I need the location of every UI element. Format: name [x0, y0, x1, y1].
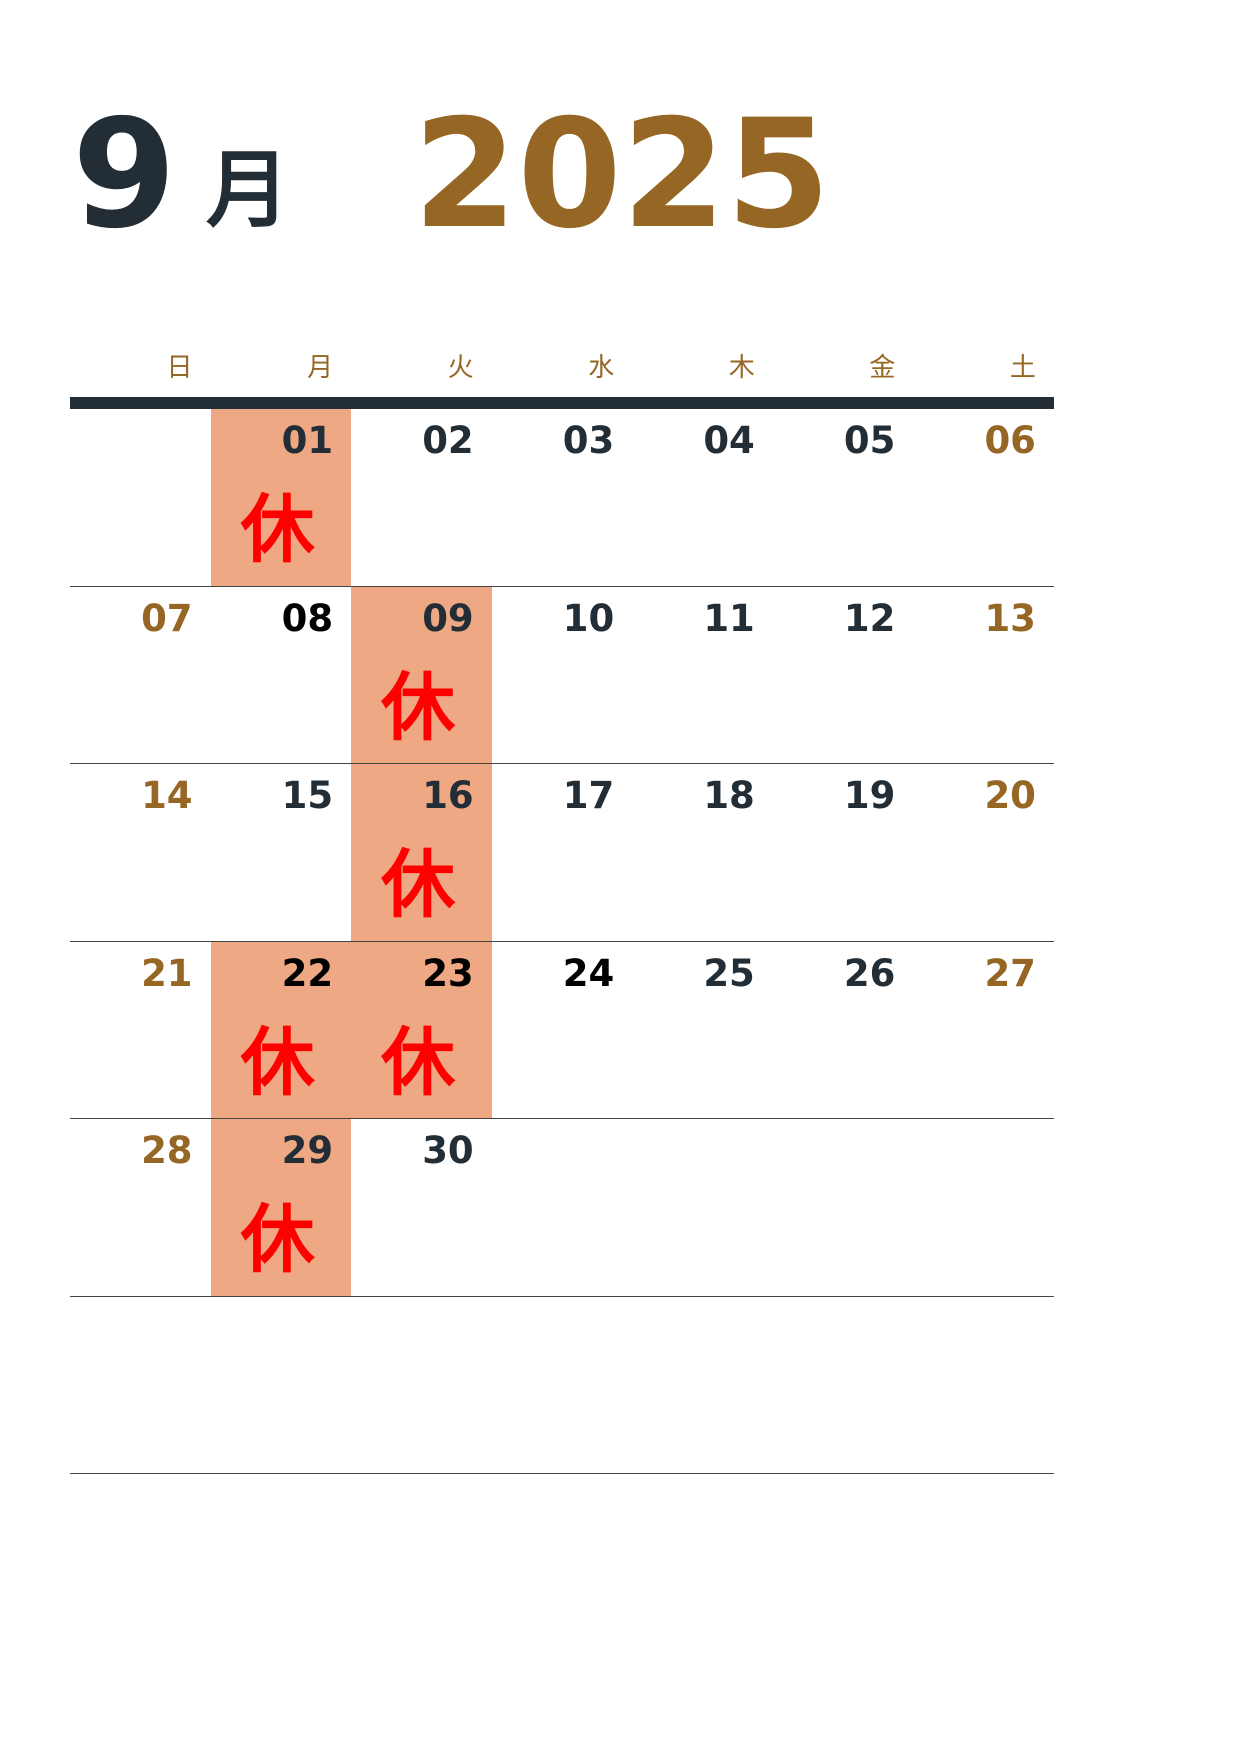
calendar-day-cell: [70, 1297, 211, 1474]
closed-day-mark: 休: [381, 664, 456, 751]
closed-day-mark: 休: [240, 487, 315, 573]
closed-day-mark: 休: [381, 842, 456, 928]
day-number: 18: [703, 774, 755, 817]
calendar-day-cell: 10: [492, 587, 633, 764]
calendar-day-cell: 21: [70, 942, 211, 1119]
calendar-day-cell: 06: [913, 409, 1054, 586]
calendar-day-cell: [492, 1119, 633, 1296]
header-divider-bar: [70, 397, 1054, 409]
calendar-day-cell: 26: [773, 942, 914, 1119]
calendar-day-cell: 15: [211, 764, 352, 941]
calendar-day-cell: 09 休: [351, 586, 492, 763]
month-unit-label: 月: [206, 141, 291, 239]
week-row: 14 15 16 休 17 18 19 20: [70, 764, 1054, 942]
calendar-day-cell: 11: [632, 587, 773, 764]
day-number: 02: [422, 419, 474, 462]
week-row: 07 08 09 休 10 11 12 13: [70, 586, 1054, 764]
week-row: 21 22 休 23 休 24 25 26 27: [70, 941, 1054, 1119]
calendar-day-cell: 18: [632, 764, 773, 941]
day-number: 13: [984, 596, 1036, 640]
weeks-container: 01 休 02 03 04 05 06 07 08 09 休 10 11 12 13 14 15 16 休 17 18 1…: [70, 409, 1054, 1474]
day-number: 08: [281, 596, 334, 640]
calendar-day-cell: 19: [773, 764, 914, 941]
day-number: 11: [703, 596, 755, 640]
day-number: 16: [422, 774, 474, 817]
day-number: 12: [843, 596, 896, 640]
day-number: 07: [141, 596, 193, 640]
weekday-friday: 金: [869, 353, 896, 383]
calendar-day-cell: [913, 1297, 1054, 1474]
calendar-day-cell: 12: [773, 587, 914, 764]
weekday-sunday: 日: [166, 353, 193, 383]
day-number: 05: [843, 419, 896, 462]
calendar-day-cell: 14: [70, 764, 211, 941]
day-number: 23: [422, 951, 474, 995]
calendar-day-cell: 23 休: [351, 941, 492, 1118]
calendar-day-cell: 13: [913, 587, 1054, 764]
calendar-day-cell: [773, 1297, 914, 1474]
calendar-day-cell: 16 休: [351, 764, 492, 941]
day-number: 04: [703, 419, 755, 462]
day-number: 06: [984, 419, 1036, 462]
day-number: 19: [843, 774, 896, 817]
calendar-day-cell: 28: [70, 1119, 211, 1296]
calendar-day-cell: 29 休: [210, 1119, 352, 1296]
year-number: 2025: [413, 88, 831, 262]
week-row: 01 休 02 03 04 05 06: [70, 409, 1054, 587]
calendar-day-cell: [211, 1297, 352, 1474]
calendar-day-cell: 17: [492, 764, 633, 941]
calendar-day-cell: 07: [70, 587, 211, 764]
calendar-day-cell: 08: [211, 587, 352, 764]
week-row: [70, 1297, 1054, 1474]
calendar-day-cell: 04: [632, 409, 773, 586]
calendar-day-cell: 24: [492, 942, 633, 1119]
calendar-day-cell: 03: [492, 409, 633, 586]
calendar-day-cell: 22 休: [210, 941, 352, 1118]
weekday-tuesday: 火: [447, 353, 474, 383]
calendar-day-cell: 20: [913, 764, 1054, 941]
weekday-wednesday: 水: [588, 353, 615, 383]
day-number: 29: [281, 1129, 334, 1172]
calendar-day-cell: 25: [632, 942, 773, 1119]
calendar-day-cell: 27: [913, 942, 1054, 1119]
calendar-grid: 日 月 火 水 木 金 土 01 休 02 03 04 05 06 07 08 09 休 10 11 12…: [70, 335, 1054, 1474]
day-number: 27: [984, 951, 1036, 995]
weekday-saturday: 土: [1009, 353, 1036, 383]
day-number: 21: [141, 951, 193, 995]
calendar-day-cell: [492, 1297, 633, 1474]
calendar-day-cell: 01 休: [210, 409, 352, 586]
weekday-header-row: 日 月 火 水 木 金 土: [70, 335, 1054, 391]
day-number: 22: [281, 951, 334, 995]
calendar-day-cell: [913, 1119, 1054, 1296]
day-number: 10: [562, 596, 615, 640]
day-number: 20: [984, 774, 1036, 817]
day-number: 26: [843, 951, 896, 995]
month-number: 9: [72, 88, 177, 262]
day-number: 25: [703, 951, 755, 995]
calendar-day-cell: [773, 1119, 914, 1296]
day-number: 24: [562, 951, 615, 995]
day-number: 17: [562, 774, 615, 817]
day-number: 28: [141, 1129, 193, 1172]
calendar-day-cell: [632, 1297, 773, 1474]
calendar-day-cell: 30: [351, 1119, 492, 1296]
calendar-day-cell: [70, 409, 211, 586]
week-row: 28 29 休 30: [70, 1119, 1054, 1297]
calendar-day-cell: 02: [351, 409, 492, 586]
closed-day-mark: 休: [381, 1019, 456, 1106]
day-number: 01: [281, 419, 334, 462]
day-number: 09: [422, 596, 474, 640]
day-number: 14: [141, 774, 193, 817]
day-number: 30: [422, 1129, 474, 1172]
day-number: 03: [562, 419, 615, 462]
weekday-thursday: 木: [728, 353, 755, 383]
day-number: 15: [281, 774, 334, 817]
calendar-day-cell: 05: [773, 409, 914, 586]
weekday-monday: 月: [307, 353, 334, 383]
closed-day-mark: 休: [240, 1197, 315, 1283]
calendar-day-cell: [351, 1297, 492, 1474]
calendar-day-cell: [632, 1119, 773, 1296]
closed-day-mark: 休: [240, 1019, 315, 1106]
